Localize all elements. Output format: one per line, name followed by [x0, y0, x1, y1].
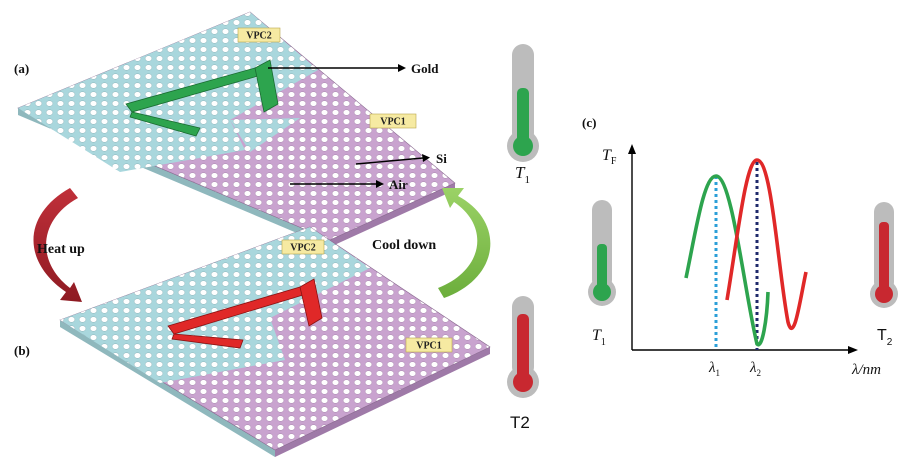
- cool-down-arrow: [438, 188, 491, 298]
- heat-up-arrow: [33, 188, 82, 302]
- plot-t2-label: T2: [877, 327, 893, 348]
- plot-axes: [628, 144, 858, 354]
- thermometer-t2-icon: [507, 296, 539, 398]
- cool-down-label: Cool down: [372, 238, 436, 253]
- svg-text:Si: Si: [436, 151, 447, 166]
- x-axis-arrow: [848, 346, 858, 354]
- slab-b: VPC2 VPC1: [59, 226, 491, 457]
- slab-a-vpc2-tag-box: [237, 27, 281, 43]
- slab-a-vpc2-notch: [230, 118, 300, 152]
- svg-text:Gold: Gold: [411, 61, 439, 76]
- slab-b-vpc2-tag: VPC2: [290, 243, 316, 254]
- thermometer-t2-label: T2: [510, 413, 530, 432]
- y-axis-label: TF: [602, 147, 617, 167]
- thermometer-t1-label: T1: [515, 163, 530, 186]
- panel-label-c: (c): [582, 115, 596, 130]
- slab-a-side-right: [330, 183, 455, 247]
- slab-b-vpc2-tag-box: [281, 239, 325, 255]
- panel-label-b: (b): [14, 343, 30, 358]
- heat-up-label: Heat up: [37, 242, 85, 257]
- slab-a-gold-waveguide: [125, 59, 279, 137]
- thermometer-t1-icon: [507, 44, 539, 162]
- plot-t1-label: T1: [592, 327, 606, 348]
- slab-b-vpc2-region: [60, 227, 370, 383]
- callout-si: Si: [355, 151, 447, 166]
- slab-a-vpc1-tag-box: [369, 113, 417, 129]
- slab-b-side-right: [275, 347, 490, 457]
- slab-a: VPC2 VPC1: [17, 11, 456, 247]
- lambda1-label: λ1: [708, 360, 720, 378]
- plot-thermometer-t1-icon: [588, 200, 616, 306]
- slab-b-gold-waveguide: [167, 278, 323, 349]
- y-axis-arrow: [628, 144, 636, 154]
- callout-air: Air: [290, 177, 408, 192]
- slab-b-vpc1-tag-box: [405, 337, 453, 353]
- curve-t1: [684, 174, 770, 347]
- panel-label-a: (a): [14, 61, 29, 76]
- lambda2-label: λ2: [749, 360, 761, 378]
- slab-a-vpc2-tag: VPC2: [246, 31, 272, 42]
- curve-t2: [725, 158, 808, 331]
- slab-a-vpc1-tag: VPC1: [380, 117, 406, 128]
- slab-b-vpc1-tag: VPC1: [416, 341, 442, 352]
- callout-gold: Gold: [268, 61, 439, 76]
- slab-b-side-left: [60, 320, 275, 457]
- plot-thermometer-t2-icon: [870, 202, 898, 308]
- svg-text:Air: Air: [389, 177, 408, 192]
- x-axis-label: λ/nm: [851, 362, 881, 378]
